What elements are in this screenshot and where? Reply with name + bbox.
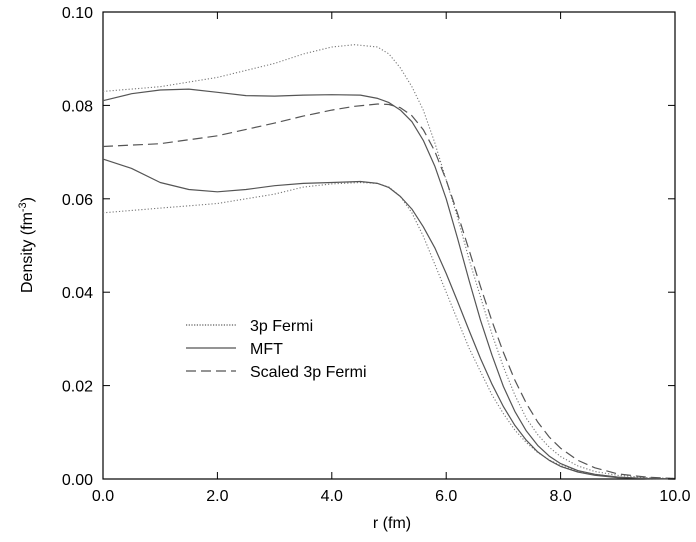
- y-tick-label: 0.08: [62, 98, 93, 115]
- y-tick-label: 0.04: [62, 285, 93, 302]
- legend: 3p Fermi MFT Scaled 3p Fermi: [186, 318, 367, 381]
- y-axis-title: Density (fm-3): [17, 197, 36, 293]
- y-tick-label: 0.02: [62, 379, 93, 396]
- x-axis-title: r (fm): [373, 515, 411, 532]
- series-line-scaled-3p-fermi-1: [102, 103, 676, 480]
- y-tick-label: 0.06: [62, 192, 93, 209]
- series-line-3p-fermi-1: [102, 44, 676, 480]
- x-tick-label: 4.0: [321, 488, 343, 505]
- legend-label-scaled-3p-fermi: Scaled 3p Fermi: [250, 364, 367, 381]
- plot-curves: [102, 44, 676, 480]
- legend-label-3p-fermi: 3p Fermi: [250, 318, 313, 335]
- x-tick-label: 10.0: [659, 488, 690, 505]
- y-axis-ticks: 0.00 0.02 0.04 0.06 0.08 0.10: [62, 5, 675, 489]
- x-axis-ticks: 0.0 2.0 4.0 6.0 8.0 10.0: [92, 12, 691, 505]
- y-tick-label: 0.10: [62, 5, 93, 22]
- x-tick-label: 0.0: [92, 488, 114, 505]
- plot-border: [102, 11, 676, 480]
- x-tick-label: 2.0: [206, 488, 228, 505]
- legend-label-mft: MFT: [250, 341, 283, 358]
- x-tick-label: 8.0: [549, 488, 571, 505]
- series-line-3p-fermi-2: [102, 181, 676, 480]
- plot-frame: [102, 11, 676, 480]
- series-line-mft-2: [102, 158, 676, 480]
- y-tick-label: 0.00: [62, 472, 93, 489]
- x-tick-label: 6.0: [435, 488, 457, 505]
- series-line-mft-1: [102, 88, 676, 480]
